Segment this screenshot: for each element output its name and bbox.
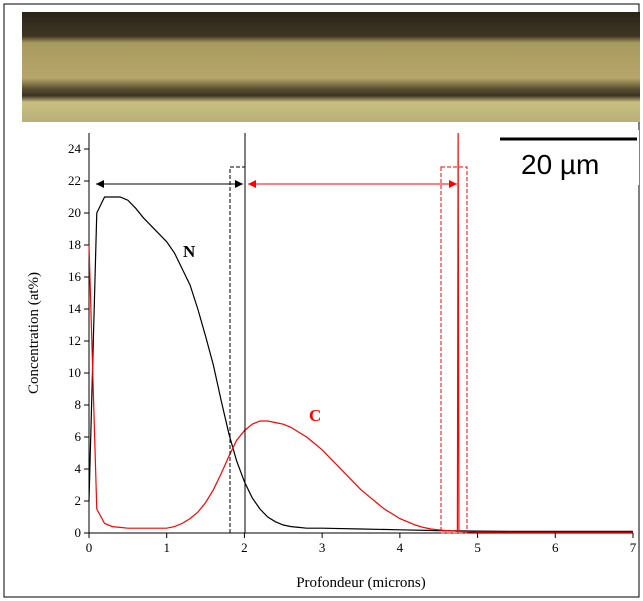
y-tick-label: 20 bbox=[68, 205, 81, 220]
x-tick-label: 6 bbox=[552, 540, 559, 555]
x-tick-label: 3 bbox=[319, 540, 326, 555]
y-tick-label: 4 bbox=[75, 461, 82, 476]
x-tick-label: 0 bbox=[86, 540, 93, 555]
y-tick-label: 0 bbox=[75, 525, 82, 540]
dashed-box bbox=[229, 166, 246, 534]
x-tick-label: 4 bbox=[397, 540, 404, 555]
x-tick-label: 7 bbox=[630, 540, 637, 555]
x-tick-label: 2 bbox=[241, 540, 248, 555]
markers bbox=[96, 130, 639, 534]
scale-label: 20 µm bbox=[521, 149, 599, 180]
y-tick-label: 10 bbox=[68, 365, 81, 380]
series-line bbox=[88, 196, 633, 532]
x-tick-label: 5 bbox=[474, 540, 481, 555]
y-tick-label: 8 bbox=[75, 397, 82, 412]
y-tick-label: 6 bbox=[75, 429, 82, 444]
y-tick-label: 12 bbox=[68, 333, 81, 348]
y-tick-label: 22 bbox=[68, 173, 81, 188]
y-tick-label: 16 bbox=[68, 269, 82, 284]
y-tick-label: 18 bbox=[68, 237, 81, 252]
annotation: C bbox=[309, 406, 321, 425]
y-axis-label: Concentration (at%) bbox=[26, 272, 42, 394]
y-tick-label: 14 bbox=[68, 301, 82, 316]
x-tick-label: 1 bbox=[163, 540, 170, 555]
frame bbox=[3, 3, 640, 598]
micrograph bbox=[22, 12, 640, 122]
y-tick-label: 2 bbox=[75, 493, 82, 508]
y-tick-label: 24 bbox=[68, 141, 82, 156]
dashed-box bbox=[440, 166, 468, 534]
annotation: N bbox=[183, 242, 196, 261]
series-line bbox=[88, 132, 633, 533]
x-axis-label: Profondeur (microns) bbox=[296, 575, 426, 591]
